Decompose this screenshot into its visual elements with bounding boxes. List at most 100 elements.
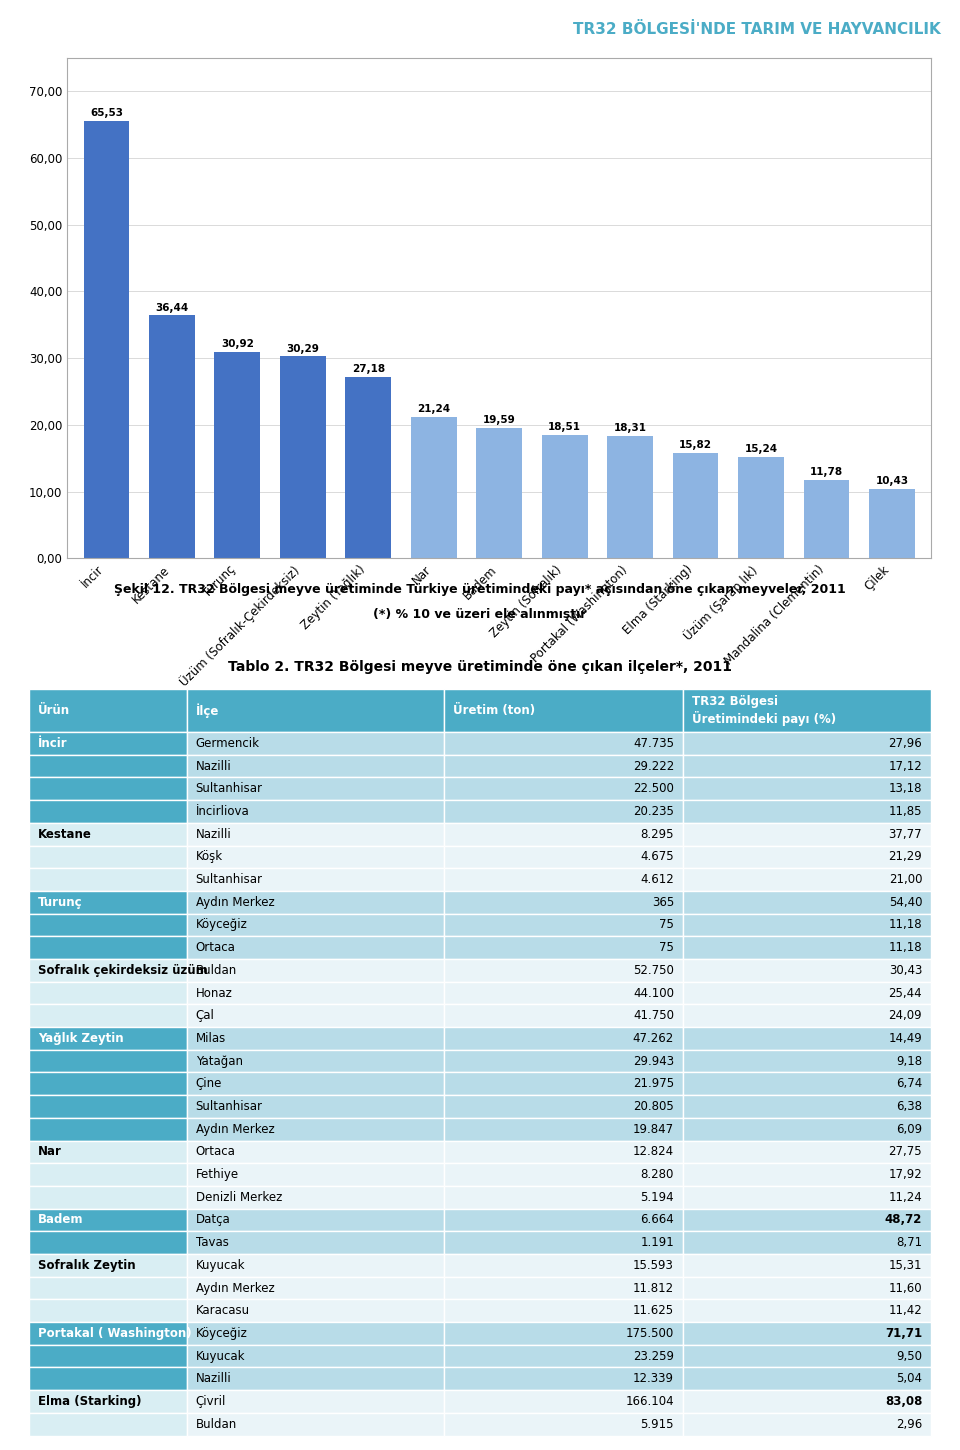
Bar: [186, 1163, 444, 1186]
Text: 6,09: 6,09: [896, 1122, 923, 1135]
Text: Sultanhisar: Sultanhisar: [196, 1101, 263, 1114]
Text: Germencik: Germencik: [196, 737, 260, 750]
Bar: [29, 1254, 186, 1276]
Text: 4.612: 4.612: [640, 873, 674, 886]
Text: Nar: Nar: [37, 1146, 61, 1159]
Bar: [29, 982, 186, 1005]
Bar: [683, 1073, 931, 1095]
Bar: [186, 1231, 444, 1254]
Text: Elma (Starking): Elma (Starking): [37, 1395, 141, 1408]
Text: 21,29: 21,29: [888, 850, 923, 863]
Bar: [186, 689, 444, 732]
Bar: [683, 869, 931, 890]
Text: Köşk: Köşk: [196, 850, 223, 863]
Bar: [444, 1391, 683, 1412]
Bar: [186, 1412, 444, 1436]
Text: 5.915: 5.915: [640, 1418, 674, 1431]
Text: Nazilli: Nazilli: [196, 760, 231, 773]
Bar: [29, 1344, 186, 1367]
Bar: [444, 869, 683, 890]
Bar: [683, 777, 931, 800]
Bar: [444, 1095, 683, 1118]
Text: 365: 365: [652, 896, 674, 909]
Bar: [683, 1186, 931, 1209]
Text: 2,96: 2,96: [896, 1418, 923, 1431]
Text: 41.750: 41.750: [633, 1009, 674, 1022]
Text: 14,49: 14,49: [888, 1032, 923, 1045]
Bar: [444, 1005, 683, 1027]
Bar: [683, 1299, 931, 1322]
Bar: [29, 1231, 186, 1254]
Bar: [683, 1412, 931, 1436]
Text: 8.280: 8.280: [640, 1169, 674, 1182]
Bar: [444, 1231, 683, 1254]
Bar: [804, 480, 850, 558]
Bar: [29, 1027, 186, 1050]
Text: 9,50: 9,50: [897, 1350, 923, 1363]
Text: Ürün: Ürün: [37, 703, 70, 716]
Bar: [186, 1254, 444, 1276]
Text: Çal: Çal: [196, 1009, 215, 1022]
Bar: [29, 1073, 186, 1095]
Text: Milas: Milas: [196, 1032, 226, 1045]
Bar: [186, 1344, 444, 1367]
Text: 21,24: 21,24: [418, 405, 450, 413]
Text: Ortaca: Ortaca: [196, 941, 235, 954]
Bar: [444, 732, 683, 755]
Bar: [683, 1322, 931, 1344]
Text: 11,42: 11,42: [888, 1304, 923, 1317]
Text: 6,38: 6,38: [897, 1101, 923, 1114]
Text: 20.805: 20.805: [634, 1101, 674, 1114]
Bar: [444, 1209, 683, 1231]
Bar: [683, 1050, 931, 1073]
Bar: [444, 1254, 683, 1276]
Text: 11,60: 11,60: [889, 1282, 923, 1295]
Text: Karacasu: Karacasu: [196, 1304, 250, 1317]
Bar: [29, 755, 186, 777]
Text: 71,71: 71,71: [885, 1327, 923, 1340]
Bar: [186, 958, 444, 982]
Bar: [444, 755, 683, 777]
Text: 29.222: 29.222: [633, 760, 674, 773]
Bar: [683, 732, 931, 755]
Bar: [186, 1141, 444, 1163]
Text: 83,08: 83,08: [885, 1395, 923, 1408]
Bar: [186, 822, 444, 845]
Text: 37,77: 37,77: [889, 828, 923, 841]
Bar: [29, 914, 186, 937]
Bar: [186, 755, 444, 777]
Text: 30,43: 30,43: [889, 964, 923, 977]
Bar: [186, 982, 444, 1005]
Text: İlçe: İlçe: [196, 703, 219, 718]
Text: Kestane: Kestane: [37, 828, 92, 841]
Text: 15.593: 15.593: [634, 1259, 674, 1272]
Text: 19.847: 19.847: [633, 1122, 674, 1135]
Text: 11,18: 11,18: [889, 941, 923, 954]
Bar: [186, 1005, 444, 1027]
Bar: [683, 1391, 931, 1412]
Bar: [444, 1050, 683, 1073]
Text: 13,18: 13,18: [889, 783, 923, 795]
Text: 17,12: 17,12: [888, 760, 923, 773]
Text: 23.259: 23.259: [633, 1350, 674, 1363]
Bar: [186, 1367, 444, 1391]
Bar: [149, 315, 195, 558]
Text: 18,31: 18,31: [613, 423, 647, 434]
Bar: [444, 1322, 683, 1344]
Text: Kuyucak: Kuyucak: [196, 1259, 245, 1272]
Bar: [683, 1367, 931, 1391]
Bar: [186, 1118, 444, 1141]
Bar: [683, 800, 931, 822]
Bar: [683, 845, 931, 869]
Bar: [683, 755, 931, 777]
Text: Nazilli: Nazilli: [196, 828, 231, 841]
Bar: [411, 416, 457, 558]
Text: Çine: Çine: [196, 1077, 222, 1090]
Bar: [186, 869, 444, 890]
Bar: [29, 777, 186, 800]
Text: 4.675: 4.675: [640, 850, 674, 863]
Text: 175.500: 175.500: [626, 1327, 674, 1340]
Text: 65,53: 65,53: [90, 109, 123, 119]
Text: TR32 BÖLGESİ'NDE TARIM VE HAYVANCILIK: TR32 BÖLGESİ'NDE TARIM VE HAYVANCILIK: [573, 22, 941, 36]
Text: Buldan: Buldan: [196, 1418, 237, 1431]
